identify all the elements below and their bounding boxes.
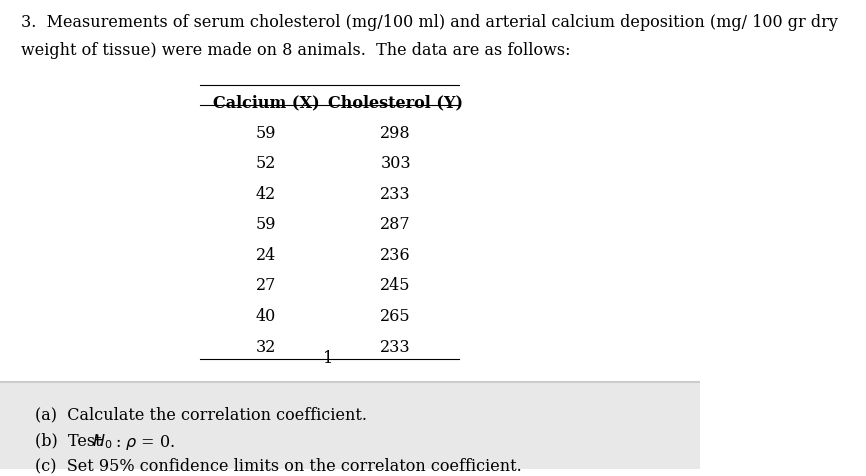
Text: $H_0$: $H_0$ <box>93 432 113 450</box>
Text: 42: 42 <box>256 185 276 202</box>
Text: 24: 24 <box>256 247 276 263</box>
Text: (b)  Test: (b) Test <box>35 432 107 449</box>
Text: 265: 265 <box>380 307 410 324</box>
FancyBboxPatch shape <box>0 383 700 469</box>
Text: 287: 287 <box>380 216 410 233</box>
Text: 52: 52 <box>255 155 276 172</box>
Text: 233: 233 <box>380 338 410 355</box>
Text: 32: 32 <box>255 338 276 355</box>
Text: 298: 298 <box>380 124 410 141</box>
Text: 27: 27 <box>255 277 276 294</box>
Text: 59: 59 <box>255 216 276 233</box>
Text: (a)  Calculate the correlation coefficient.: (a) Calculate the correlation coefficien… <box>35 406 367 423</box>
Text: 245: 245 <box>380 277 410 294</box>
Text: 40: 40 <box>256 307 276 324</box>
Text: Calcium (X): Calcium (X) <box>213 94 320 111</box>
Text: (c)  Set 95% confidence limits on the correlaton coefficient.: (c) Set 95% confidence limits on the cor… <box>35 456 521 473</box>
Text: 3.  Measurements of serum cholesterol (mg/100 ml) and arterial calcium depositio: 3. Measurements of serum cholesterol (mg… <box>21 14 838 31</box>
Text: : $\rho$ = 0.: : $\rho$ = 0. <box>110 432 175 451</box>
Text: 59: 59 <box>255 124 276 141</box>
Text: Cholesterol (Y): Cholesterol (Y) <box>328 94 463 111</box>
Text: weight of tissue) were made on 8 animals.  The data are as follows:: weight of tissue) were made on 8 animals… <box>21 42 571 59</box>
Text: 303: 303 <box>380 155 410 172</box>
Text: 236: 236 <box>380 247 410 263</box>
Text: 1: 1 <box>322 350 333 367</box>
Text: 233: 233 <box>380 185 410 202</box>
